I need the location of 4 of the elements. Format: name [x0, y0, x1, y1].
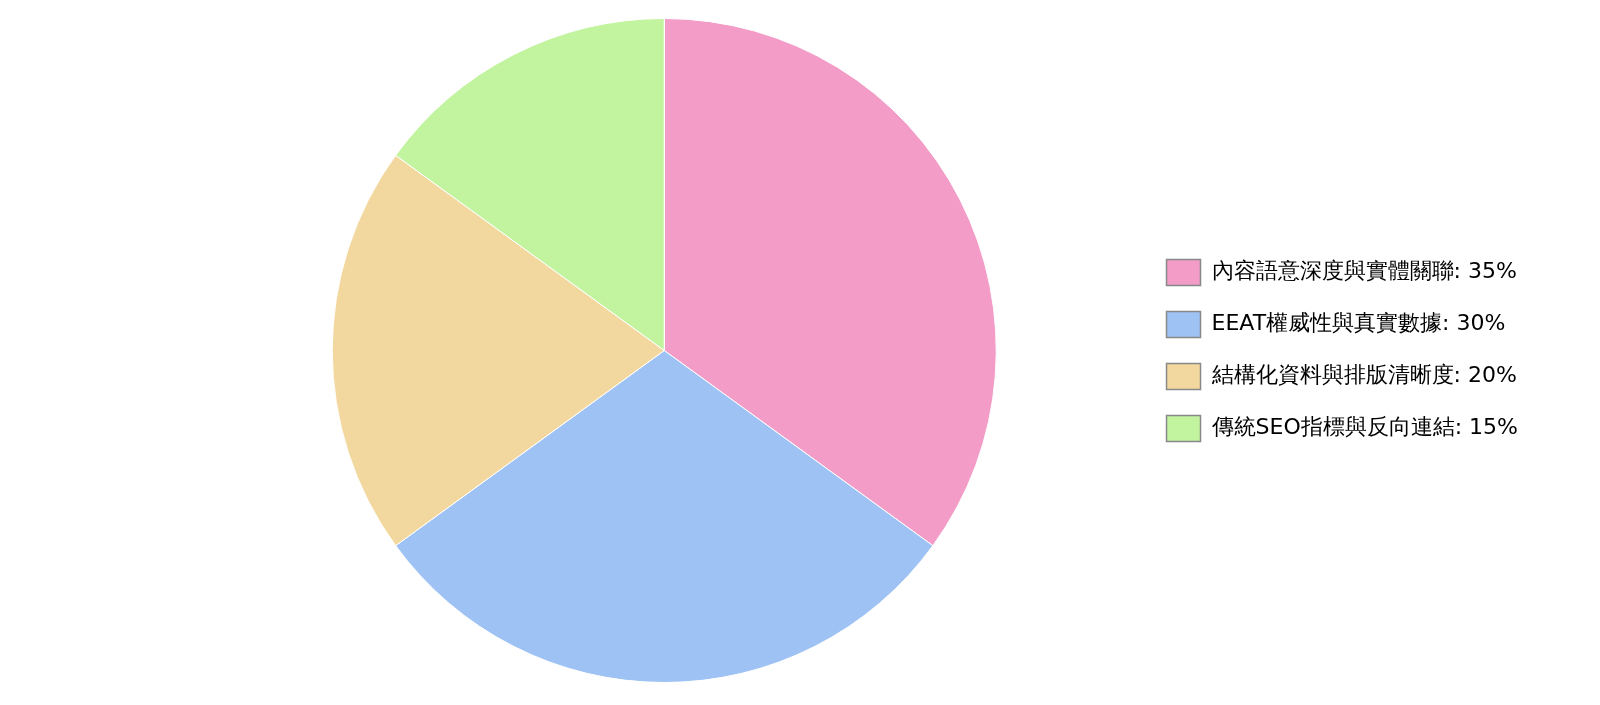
legend-label: 結構化資料與排版清晰度: 20%: [1210, 362, 1517, 388]
legend-label: 內容語意深度與實體關聯: 35%: [1211, 258, 1517, 284]
legend-label: 傳統SEO指標與反向連結: 15%: [1210, 414, 1519, 440]
legend-label: EEAT權威性與真實數據: 30%: [1211, 310, 1506, 336]
